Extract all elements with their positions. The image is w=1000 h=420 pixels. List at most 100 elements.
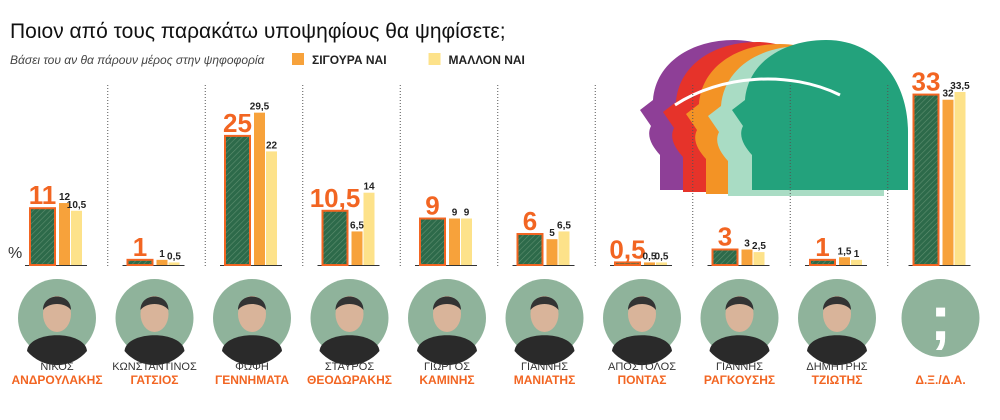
bar <box>711 248 739 266</box>
value-label: 2,5 <box>752 241 766 252</box>
legend-swatch <box>292 53 304 65</box>
legend-label: ΣΙΓΟΥΡΑ ΝΑΙ <box>312 53 387 67</box>
bar <box>363 192 375 265</box>
value-label: 1 <box>159 249 165 260</box>
value-label: 32 <box>942 89 954 100</box>
portrait-body <box>514 335 575 366</box>
value-label: 0,5 <box>655 251 669 262</box>
bar <box>558 231 570 265</box>
value-label: 3 <box>718 222 732 252</box>
bar <box>546 239 558 265</box>
bar <box>809 258 836 266</box>
value-label: 33 <box>912 67 941 97</box>
portrait-body <box>124 335 185 366</box>
portrait-hair <box>43 296 71 310</box>
value-label: 10,5 <box>67 200 87 211</box>
value-label: 22 <box>266 140 278 151</box>
value-label: 5 <box>549 228 555 239</box>
last-name: ΑΝΔΡΟΥΛΑΚΗΣ <box>11 373 102 387</box>
bar <box>741 249 753 265</box>
value-label: 0,5 <box>643 251 657 262</box>
portrait-hair <box>433 296 461 310</box>
value-label: 25 <box>223 108 252 138</box>
value-label: 9 <box>452 208 458 219</box>
last-name: ΚΑΜΙΝΗΣ <box>419 373 474 387</box>
first-name: ΔΗΜΗΤΡΗΣ <box>806 361 867 373</box>
chart-title: Ποιον από τους παρακάτω υποψηφίους θα ψη… <box>10 20 506 43</box>
bar <box>449 218 460 265</box>
portrait-hair <box>335 296 364 310</box>
bar <box>156 259 168 265</box>
portrait-hair <box>823 296 851 310</box>
portrait-body <box>807 335 867 366</box>
first-name: ΓΙΑΝΝΗΣ <box>716 361 763 373</box>
portrait-hair <box>725 296 754 310</box>
bar <box>851 259 862 265</box>
last-name: ΡΑΓΚΟΥΣΗΣ <box>704 373 775 387</box>
first-name: ΦΩΦΗ <box>235 361 269 373</box>
bar <box>419 217 446 266</box>
chart-subtitle: Βάσει του αν θα πάρουν μέρος στην ψηφοφο… <box>10 53 266 67</box>
value-label: 1 <box>133 232 147 262</box>
unit-label: % <box>8 245 22 262</box>
bar <box>321 209 349 267</box>
portrait-bg <box>901 279 980 357</box>
bar <box>912 93 940 266</box>
value-label: 10,5 <box>310 183 361 213</box>
portrait-hair <box>140 296 169 310</box>
first-name: ΚΩΝΣΤΑΝΤΙΝΟΣ <box>112 361 197 373</box>
bar <box>516 233 544 266</box>
bar <box>266 151 277 265</box>
value-label: 6,5 <box>350 220 364 231</box>
bar <box>644 262 655 265</box>
bar <box>224 134 251 266</box>
bar <box>351 231 363 265</box>
value-label: 9 <box>464 208 470 219</box>
value-label: 12 <box>59 192 71 203</box>
last-name: ΓΑΤΣΙΟΣ <box>131 373 179 387</box>
bar <box>126 258 154 266</box>
last-name: ΓΕΝΝΗΜΑΤΑ <box>215 373 289 387</box>
heads-illustration <box>640 40 908 196</box>
last-name: Δ.Ξ./Δ.Α. <box>915 373 965 387</box>
value-label: 0,5 <box>609 234 645 264</box>
bar <box>839 257 850 265</box>
bar <box>168 262 180 265</box>
portrait-body <box>319 335 380 366</box>
bar <box>614 261 641 266</box>
value-label: 1 <box>854 249 860 260</box>
bar <box>29 207 56 266</box>
value-label: 3 <box>744 239 750 250</box>
bar <box>656 262 667 265</box>
value-label: 11 <box>29 180 57 210</box>
portrait-body <box>709 335 770 366</box>
first-name: ΓΙΑΝΝΗΣ <box>521 361 568 373</box>
bar <box>954 92 966 265</box>
portrait-body <box>612 335 672 366</box>
value-label: 6 <box>523 206 537 236</box>
portrait-body <box>417 335 477 366</box>
value-label: 29,5 <box>250 102 270 113</box>
first-name: ΓΙΩΡΓΟΣ <box>424 361 470 373</box>
first-name: ΣΤΑΥΡΟΣ <box>325 361 374 373</box>
portrait-body <box>222 335 282 366</box>
value-label: 9 <box>425 191 439 221</box>
legend-label: ΜΑΛΛΟΝ ΝΑΙ <box>449 53 525 67</box>
value-label: 0,5 <box>167 251 181 262</box>
first-name: ΑΠΟΣΤΟΛΟΣ <box>608 361 676 373</box>
portrait-hair <box>238 296 266 310</box>
bar <box>71 210 82 265</box>
bar <box>59 203 70 265</box>
bar <box>254 112 265 266</box>
bar <box>942 99 954 265</box>
last-name: ΜΑΝΙΑΤΗΣ <box>514 373 576 387</box>
legend-swatch <box>428 53 441 65</box>
value-label: 33,5 <box>950 81 970 92</box>
bar <box>753 252 765 265</box>
bar <box>461 218 472 265</box>
portrait-hair <box>530 296 559 310</box>
value-label: 1,5 <box>838 246 852 257</box>
value-label: 14 <box>363 182 375 193</box>
value-label: 6,5 <box>557 220 571 231</box>
